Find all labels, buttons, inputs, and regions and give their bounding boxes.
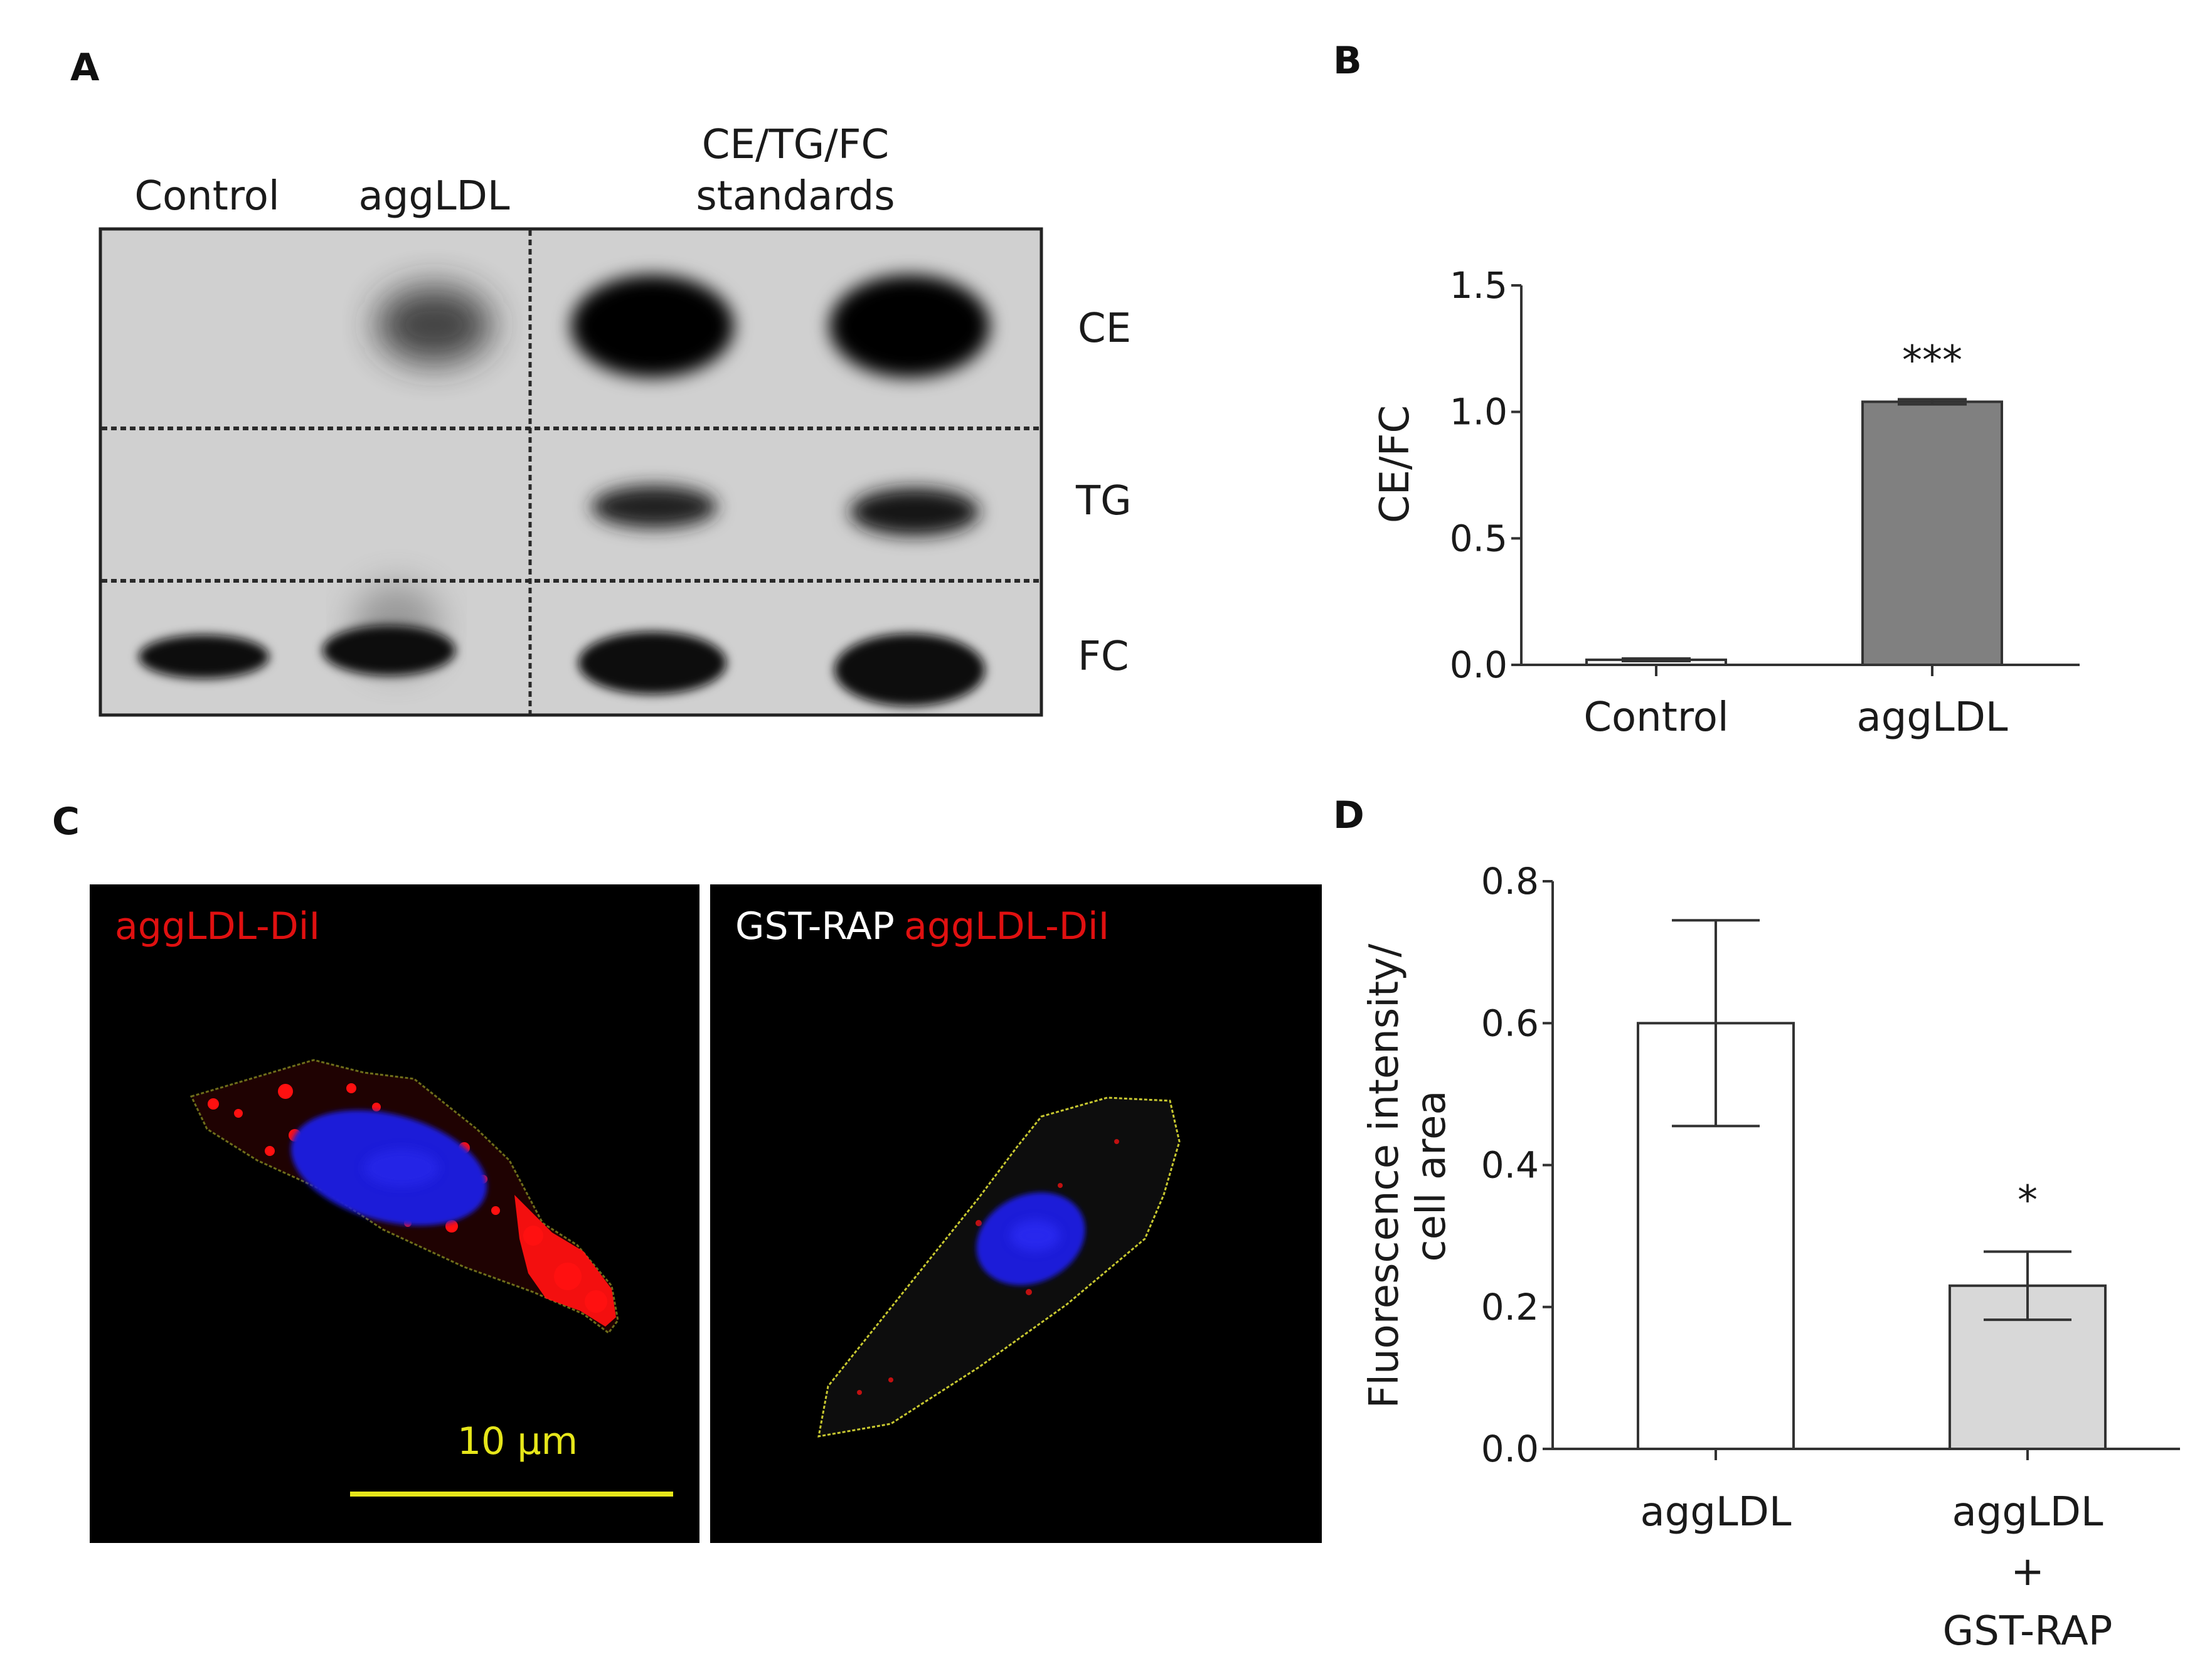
category-label: aggLDL — [1952, 1489, 2103, 1535]
category-label: Control — [1583, 694, 1728, 741]
fc-spot-aggldl — [322, 625, 455, 676]
category-label: GST-RAP — [1943, 1608, 2113, 1654]
y-tick-label: 0.6 — [1481, 1002, 1539, 1044]
ce-spot-standard-1 — [571, 275, 734, 378]
y-tick-label: 1.5 — [1450, 264, 1507, 307]
y-tick-label: 0.5 — [1450, 517, 1507, 559]
tg-spot-standard-1 — [592, 485, 717, 528]
y-tick-label: 0.8 — [1481, 860, 1539, 903]
y-axis-label: cell area — [1408, 1090, 1455, 1261]
ce-spot-aggldl — [376, 286, 492, 364]
y-axis-label: Fluorescence intensity/ — [1361, 943, 1408, 1408]
scale-bar-label: 10 µm — [457, 1419, 578, 1463]
category-label: + — [2011, 1549, 2045, 1595]
panel-letter-b: B — [1333, 39, 1362, 83]
significance-marker: *** — [1902, 338, 1962, 384]
micrograph-right-label: GST-RAP aggLDL-DiI — [735, 904, 1109, 948]
dii-signal-right — [857, 1139, 1119, 1395]
ce-spot-standard-2 — [829, 275, 990, 378]
bar — [1861, 400, 2003, 666]
y-tick-label: 0.0 — [1481, 1428, 1539, 1470]
chart-b: 0.0 0.5 1.0 1.5 Control *** aggLDL CE/FC — [1372, 264, 2080, 741]
micrograph-right-label-prefix: GST-RAP — [735, 904, 894, 948]
row-label-ce: CE — [1078, 305, 1131, 352]
tg-spot-standard-2 — [850, 488, 979, 536]
standards-label-line2: standards — [696, 173, 895, 220]
fc-spot-control — [139, 635, 269, 679]
lane-label-aggldl: aggLDL — [358, 173, 509, 220]
y-tick-label: 1.0 — [1450, 391, 1507, 433]
row-label-fc: FC — [1078, 634, 1129, 680]
significance-marker: * — [2018, 1178, 2038, 1224]
standards-label-line1: CE/TG/FC — [702, 122, 889, 168]
row-label-tg: TG — [1075, 478, 1132, 524]
chart-d: 0.0 0.2 0.4 0.6 0.8 aggLDL * aggLDL + GST-RAP Fluo… — [1361, 860, 2180, 1654]
micrograph-left-label: aggLDL-DiI — [115, 904, 320, 948]
y-tick-label: 0.2 — [1481, 1286, 1539, 1328]
category-label: aggLDL — [1640, 1489, 1791, 1535]
fc-spot-standard-2 — [834, 634, 985, 706]
micrograph-right-label-suffix: aggLDL-DiI — [904, 904, 1109, 948]
y-axis-label: CE/FC — [1372, 405, 1418, 523]
micrograph-right: GST-RAP aggLDL-DiI — [710, 884, 1322, 1543]
panel-letter-c: C — [52, 800, 80, 844]
y-tick-label: 0.0 — [1450, 644, 1507, 686]
category-label: aggLDL — [1856, 694, 2007, 741]
panel-letter-d: D — [1333, 793, 1364, 837]
micrograph-left: aggLDL-DiI 10 µm — [90, 884, 699, 1543]
y-tick-label: 0.4 — [1481, 1144, 1539, 1187]
panel-letter-a: A — [70, 46, 100, 90]
fc-spot-standard-1 — [578, 632, 726, 694]
tlc-blot — [98, 227, 1043, 717]
lane-label-control: Control — [134, 173, 279, 220]
